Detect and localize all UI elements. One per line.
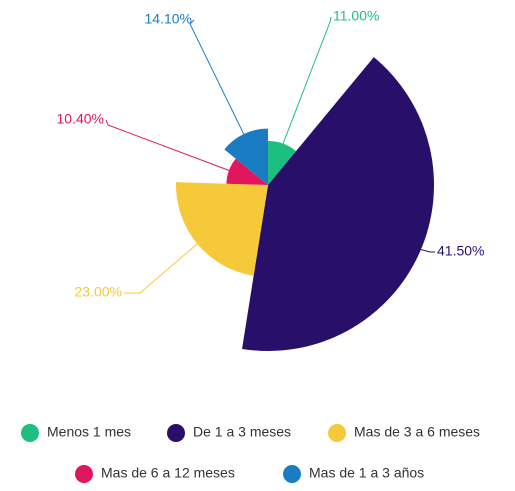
data-label: 41.50% <box>437 243 484 259</box>
legend-label: Mas de 6 a 12 meses <box>101 465 235 481</box>
leader-line <box>189 19 248 142</box>
data-label: 14.10% <box>145 11 192 27</box>
leader-line <box>105 119 236 174</box>
legend-label: Menos 1 mes <box>47 424 131 440</box>
wedge <box>224 128 268 185</box>
data-label: 23.00% <box>75 284 122 300</box>
leader-line <box>396 242 435 253</box>
data-label: 10.40% <box>57 111 104 127</box>
wedge <box>268 141 297 185</box>
wedge <box>176 182 268 276</box>
legend-label: Mas de 3 a 6 meses <box>354 424 480 440</box>
legend-swatch <box>21 424 39 442</box>
wedge <box>242 57 434 352</box>
wedge <box>226 158 268 185</box>
legend-swatch <box>167 424 185 442</box>
legend-label: De 1 a 3 meses <box>193 424 291 440</box>
legend-swatch <box>75 465 93 483</box>
legend-swatch <box>328 424 346 442</box>
legend-swatch <box>283 465 301 483</box>
legend-label: Mas de 1 a 3 años <box>309 465 424 481</box>
data-label: 11.00% <box>333 8 379 24</box>
leader-line <box>124 234 209 294</box>
leader-line <box>280 16 332 150</box>
